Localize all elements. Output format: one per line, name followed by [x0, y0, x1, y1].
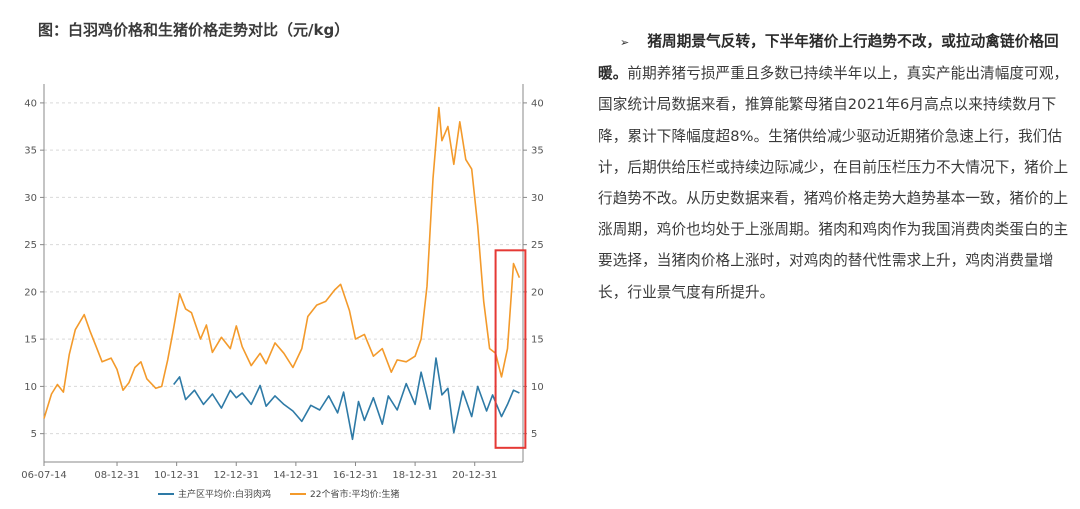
gridlines — [44, 102, 523, 435]
y-tick-label-right: 15 — [531, 335, 544, 346]
y-tick-label-right: 5 — [531, 429, 537, 440]
x-tick-label: 16-12-31 — [333, 470, 378, 481]
y-tick-label-left: 10 — [24, 382, 37, 393]
y-tick-label-right: 20 — [531, 287, 544, 298]
x-tick-label: 06-07-14 — [21, 470, 66, 481]
legend-label: 22个省市:平均价:生猪 — [310, 488, 400, 500]
paragraph-body: 前期养猪亏损严重且多数已持续半年以上，真实产能出清幅度可观，国家统计局数据来看，… — [598, 65, 1069, 301]
y-tick-label-right: 10 — [531, 382, 544, 393]
y-tick-label-left: 25 — [24, 240, 37, 251]
legend: 主产区平均价:白羽肉鸡 22个省市:平均价:生猪 — [158, 488, 400, 500]
y-tick-label-left: 40 — [24, 98, 37, 109]
commentary-paragraph: ➢ 猪周期景气反转，下半年猪价上行趋势不改，或拉动禽链价格回暖。前期养猪亏损严重且… — [598, 26, 1076, 308]
series-lines — [43, 106, 521, 441]
y-tick-label-right: 40 — [531, 98, 544, 109]
arrow-bullet-icon: ➢ — [620, 36, 630, 49]
x-axis: 06-07-14 08-12-31 10-12-31 12-12-31 14-12-31… — [21, 461, 523, 481]
right-y-axis: 5 10 15 20 25 30 35 40 — [522, 84, 544, 462]
paragraph-lead: 猪周期景气反转，下半年猪价上行趋势不改，或拉动禽链价格回暖。 — [598, 33, 1059, 83]
y-tick-label-left: 30 — [24, 193, 37, 204]
legend-label: 主产区平均价:白羽肉鸡 — [178, 488, 271, 500]
left-y-axis: 5 10 15 20 25 30 35 40 — [24, 84, 45, 462]
y-tick-label-left: 35 — [24, 146, 37, 157]
y-tick-label-left: 5 — [31, 429, 37, 440]
x-tick-label: 18-12-31 — [392, 470, 437, 481]
x-tick-label: 20-12-31 — [452, 470, 497, 481]
x-tick-label: 08-12-31 — [94, 470, 139, 481]
y-tick-label-right: 25 — [531, 240, 544, 251]
y-tick-label-left: 20 — [24, 287, 37, 298]
y-tick-label-right: 35 — [531, 146, 544, 157]
y-tick-label-right: 30 — [531, 193, 544, 204]
hog-price-line — [43, 106, 521, 419]
x-tick-label: 14-12-31 — [273, 470, 318, 481]
highlight-box — [494, 249, 527, 449]
y-tick-label-left: 15 — [24, 335, 37, 346]
x-tick-label: 12-12-31 — [214, 470, 259, 481]
chart-title: 图：白羽鸡价格和生猪价格走势对比（元/kg） — [38, 21, 350, 39]
x-tick-label: 10-12-31 — [154, 470, 199, 481]
broiler-price-line — [173, 357, 520, 441]
chart-area: 5 10 15 20 25 30 35 40 5 10 15 20 25 30 35 40 06-07-14… — [21, 84, 544, 500]
